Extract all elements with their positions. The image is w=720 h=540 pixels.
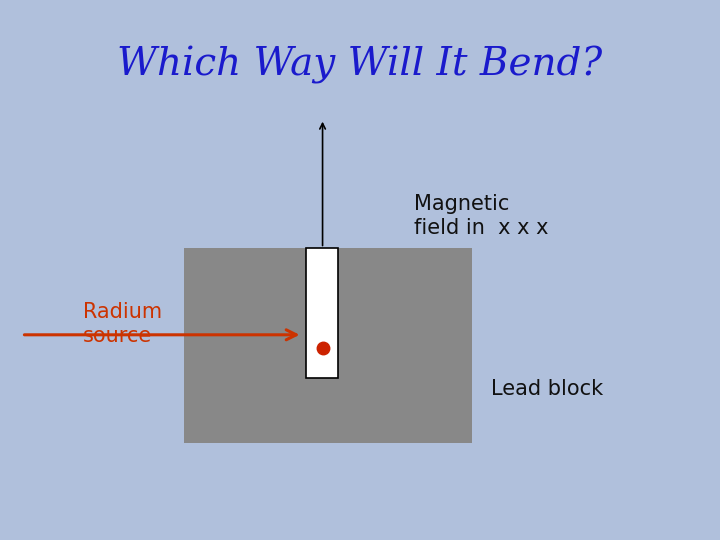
Text: Lead block: Lead block xyxy=(491,379,603,399)
Text: Which Way Will It Bend?: Which Way Will It Bend? xyxy=(117,46,603,84)
Bar xyxy=(306,248,338,378)
Bar xyxy=(184,248,472,443)
Text: Magnetic
field in  x x x: Magnetic field in x x x xyxy=(414,194,549,238)
Text: Radium
source: Radium source xyxy=(83,302,162,346)
